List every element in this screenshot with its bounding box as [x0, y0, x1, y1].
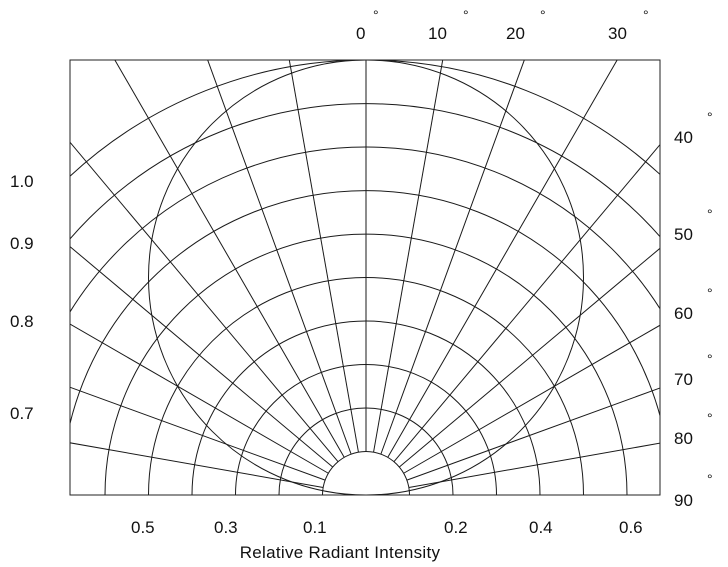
- angle-spoke: [403, 324, 660, 474]
- bottom-tick-label: 0.5: [131, 518, 155, 537]
- angle-label-30: 30: [608, 24, 627, 43]
- angle-spoke: [288, 60, 359, 453]
- angle-spoke: [399, 247, 660, 468]
- angle-spoke: [70, 386, 326, 481]
- left-scale-label: 0.7: [10, 404, 34, 423]
- radial-grid-arc: [70, 103, 660, 240]
- angle-spoke: [114, 60, 345, 458]
- degree-symbol: °: [540, 7, 546, 23]
- radiation-pattern: [148, 60, 584, 495]
- angle-spoke: [70, 245, 333, 468]
- angle-label-90: 90: [674, 491, 693, 510]
- bottom-tick-label: 0.6: [619, 518, 643, 537]
- angle-spoke: [408, 442, 660, 488]
- degree-symbol: °: [707, 471, 713, 487]
- degree-symbol: °: [707, 410, 713, 426]
- angle-spoke: [70, 442, 324, 488]
- angle-spoke: [406, 387, 660, 481]
- degree-symbol: °: [707, 351, 713, 367]
- angle-spoke: [387, 60, 618, 458]
- angle-spoke: [207, 60, 352, 455]
- left-scale-label: 1.0: [10, 172, 34, 191]
- angle-label-80: 80: [674, 429, 693, 448]
- angle-spoke: [70, 141, 339, 462]
- angle-label-70: 70: [674, 370, 693, 389]
- angle-label-40: 40: [674, 128, 693, 147]
- plot-frame: [69, 59, 661, 496]
- x-axis-title: Relative Radiant Intensity: [240, 543, 441, 562]
- angle-spoke: [380, 60, 525, 455]
- degree-symbol: °: [707, 285, 713, 301]
- pattern-curve: [148, 60, 584, 495]
- left-scale-label: 0.8: [10, 312, 34, 331]
- bottom-tick-label: 0.4: [529, 518, 553, 537]
- degree-symbol: °: [463, 7, 469, 23]
- degree-symbol: °: [373, 7, 379, 23]
- left-scale-label: 0.9: [10, 234, 34, 253]
- degree-symbol: °: [707, 109, 713, 125]
- polar-grid: [70, 60, 660, 495]
- bottom-tick-label: 0.3: [214, 518, 238, 537]
- angle-label-60: 60: [674, 304, 693, 323]
- radial-grid-arc: [322, 451, 410, 495]
- degree-symbol: °: [707, 206, 713, 222]
- bottom-tick-label: 0.2: [444, 518, 468, 537]
- angle-label-50: 50: [674, 225, 693, 244]
- degree-symbol: °: [643, 7, 649, 23]
- angle-label-20: 20: [506, 24, 525, 43]
- bottom-tick-label: 0.1: [303, 518, 327, 537]
- angle-spoke: [393, 143, 660, 462]
- angle-label-10: 10: [428, 24, 447, 43]
- angle-label-0: 0: [356, 24, 365, 43]
- angle-spoke: [373, 60, 444, 453]
- angle-spoke: [70, 323, 329, 474]
